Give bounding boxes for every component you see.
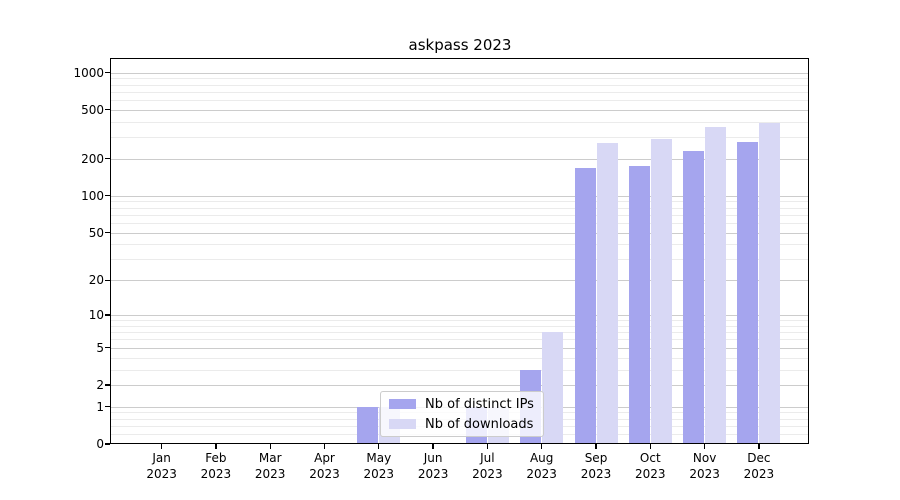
grid-line-major — [111, 280, 809, 282]
y-tick-label: 5 — [96, 340, 104, 355]
grid-line-minor — [111, 84, 809, 86]
x-tick-label: Oct 2023 — [635, 451, 666, 481]
y-tick-mark — [105, 384, 110, 386]
legend-label-distinct-ips: Nb of distinct IPs — [425, 396, 534, 412]
bar-ips-Sep — [574, 167, 596, 444]
grid-line-minor — [111, 325, 809, 327]
x-tick-mark — [758, 444, 760, 449]
y-tick-label: 1 — [96, 399, 104, 414]
y-tick-mark — [105, 109, 110, 111]
y-tick-label: 1000 — [73, 65, 104, 80]
grid-line-minor — [111, 332, 809, 334]
bar-downloads-Sep — [596, 142, 618, 444]
grid-line-major — [111, 158, 809, 160]
x-tick-label: Apr 2023 — [309, 451, 340, 481]
grid-line-major — [111, 347, 809, 349]
grid-line-major — [111, 109, 809, 111]
grid-line-minor — [111, 222, 809, 224]
grid-line-minor — [111, 244, 809, 246]
grid-line-minor — [111, 369, 809, 371]
grid-line-minor — [111, 207, 809, 209]
bar-ips-May — [357, 406, 379, 444]
legend-swatch-distinct-ips — [389, 399, 416, 409]
legend: Nb of distinct IPs Nb of downloads — [380, 391, 544, 437]
legend-swatch-downloads — [389, 419, 416, 429]
x-tick-label: Jun 2023 — [417, 451, 449, 481]
x-tick-mark — [269, 444, 271, 449]
x-tick-label: May 2023 — [363, 451, 395, 481]
y-tick-mark — [105, 158, 110, 160]
y-tick-mark — [105, 443, 110, 445]
x-tick-mark — [649, 444, 651, 449]
grid-line-minor — [111, 78, 809, 80]
y-tick-label: 500 — [81, 102, 104, 117]
grid-line-minor — [111, 137, 809, 139]
grid-line-minor — [111, 121, 809, 123]
x-tick-label: Nov 2023 — [689, 451, 720, 481]
y-tick-label: 50 — [88, 225, 104, 240]
x-tick-label: Aug 2023 — [526, 451, 557, 481]
bar-downloads-Oct — [650, 138, 672, 444]
x-tick-label: Mar 2023 — [254, 451, 286, 481]
x-tick-label: Feb 2023 — [200, 451, 232, 481]
bar-downloads-Nov — [705, 127, 727, 444]
x-tick-mark — [595, 444, 597, 449]
bar-ips-Nov — [683, 151, 705, 444]
y-tick-mark — [105, 231, 110, 234]
grid-line-minor — [111, 259, 809, 261]
y-tick-label: 200 — [81, 151, 104, 166]
x-tick-mark — [323, 444, 326, 449]
x-tick-mark — [486, 444, 489, 449]
y-tick-mark — [105, 314, 110, 316]
bar-downloads-Aug — [542, 332, 564, 444]
grid-line-major — [111, 72, 809, 74]
grid-line-minor — [111, 201, 809, 203]
grid-line-major — [111, 195, 809, 197]
x-tick-label: Sep 2023 — [580, 451, 612, 481]
grid-line-minor — [111, 320, 809, 322]
x-tick-mark — [432, 444, 434, 449]
x-tick-mark — [160, 444, 163, 449]
y-tick-mark — [105, 279, 110, 281]
chart-title: askpass 2023 — [408, 36, 512, 54]
grid-line-major — [111, 315, 809, 317]
legend-item-downloads: Nb of downloads — [389, 418, 535, 431]
grid-line-minor — [111, 91, 809, 93]
y-tick-mark — [105, 406, 110, 408]
grid-line-minor — [111, 339, 809, 341]
grid-line-major — [111, 232, 809, 234]
x-tick-label: Jul 2023 — [472, 451, 503, 481]
x-tick-mark — [703, 444, 706, 449]
y-tick-mark — [105, 347, 110, 349]
x-tick-label: Jan 2023 — [146, 451, 177, 481]
grid-line-minor — [111, 357, 809, 359]
y-tick-mark — [105, 195, 110, 197]
bar-ips-Oct — [628, 166, 650, 444]
grid-line-minor — [111, 214, 809, 216]
x-tick-mark — [378, 444, 380, 449]
y-tick-label: 0 — [96, 437, 104, 451]
grid-line-major — [111, 384, 809, 386]
bar-ips-Dec — [737, 141, 759, 444]
x-tick-label: Dec 2023 — [743, 451, 775, 481]
x-tick-mark — [541, 444, 543, 449]
y-tick-label: 2 — [96, 377, 104, 392]
legend-label-downloads: Nb of downloads — [425, 416, 534, 432]
y-tick-label: 100 — [81, 188, 104, 203]
bar-downloads-Dec — [759, 123, 781, 444]
legend-item-distinct-ips: Nb of distinct IPs — [389, 398, 535, 411]
y-tick-label: 10 — [88, 308, 104, 323]
y-tick-label: 20 — [88, 273, 104, 288]
y-tick-mark — [105, 71, 110, 74]
x-tick-mark — [215, 444, 217, 449]
grid-line-minor — [111, 99, 809, 101]
